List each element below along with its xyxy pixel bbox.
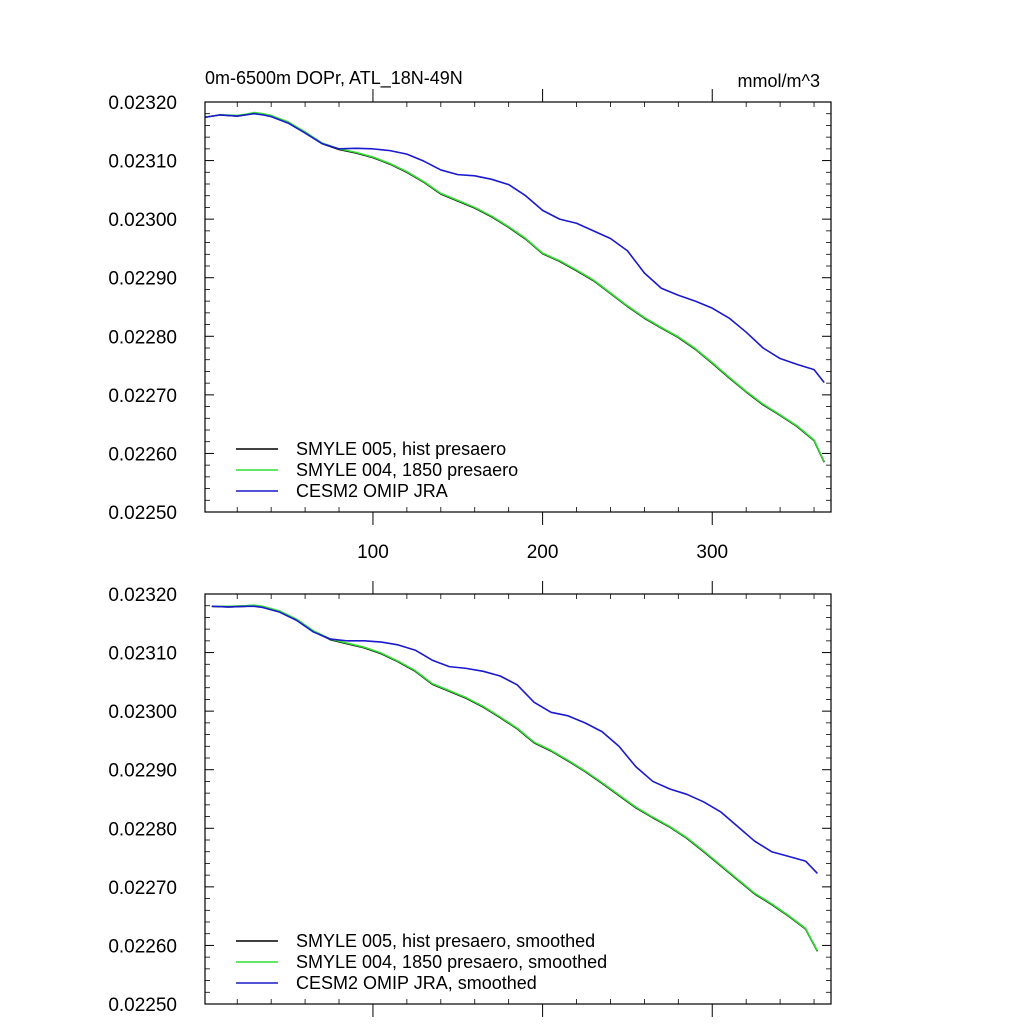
series-line-2 xyxy=(204,112,825,384)
legend-entry-1: SMYLE 004, 1850 presaero, smoothed xyxy=(296,952,607,972)
y-tick-label: 0.02270 xyxy=(108,878,177,899)
top-panel: 0m-6500m DOPr, ATL_18N-49N mmol/m^3 SMYL… xyxy=(108,68,832,563)
y-tick-label: 0.02290 xyxy=(108,761,177,782)
legend: SMYLE 005, hist presaero, smoothedSMYLE … xyxy=(236,931,607,993)
series-line-0 xyxy=(204,112,825,463)
x-tick-label: 100 xyxy=(357,542,389,563)
y-tick-label: 0.02280 xyxy=(108,327,177,348)
y-tick-label: 0.02320 xyxy=(108,93,177,114)
y-tick-label: 0.02310 xyxy=(108,152,177,173)
series-line-1 xyxy=(204,111,825,462)
plot-frame xyxy=(204,593,832,1005)
y-tick-label: 0.02290 xyxy=(108,269,177,290)
legend-entry-0: SMYLE 005, hist presaero, smoothed xyxy=(296,931,595,951)
y-tick-label: 0.02270 xyxy=(108,386,177,407)
series-line-1 xyxy=(211,604,819,952)
legend-entry-0: SMYLE 005, hist presaero xyxy=(296,439,506,459)
chart-title: 0m-6500m DOPr, ATL_18N-49N xyxy=(205,68,463,89)
y-tick-label: 0.02280 xyxy=(108,819,177,840)
y-tick-label: 0.02320 xyxy=(108,585,177,606)
plot-frame xyxy=(204,101,832,513)
axes: 0.02250 0.02260 0.02270 0.02280 0.02290 0.023… xyxy=(108,89,831,563)
y-tick-label: 0.02260 xyxy=(108,936,177,957)
series-line-2 xyxy=(211,605,819,874)
legend-entry-2: CESM2 OMIP JRA xyxy=(296,481,448,501)
bottom-panel: SMYLE 005, hist presaero, smoothedSMYLE … xyxy=(108,581,832,1017)
series-layer xyxy=(211,604,819,952)
y-tick-label: 0.02260 xyxy=(108,444,177,465)
x-tick-label: 200 xyxy=(527,542,559,563)
legend-entry-1: SMYLE 004, 1850 presaero xyxy=(296,460,518,480)
y-tick-label: 0.02250 xyxy=(108,995,177,1016)
axes: 0.02250 0.02260 0.02270 0.02280 0.02290 0.023… xyxy=(108,581,831,1017)
units-label: mmol/m^3 xyxy=(738,71,820,91)
legend-entry-2: CESM2 OMIP JRA, smoothed xyxy=(296,973,537,993)
series-line-0 xyxy=(211,604,819,952)
y-tick-label: 0.02310 xyxy=(108,644,177,665)
series-layer xyxy=(204,111,825,463)
x-tick-label: 300 xyxy=(696,542,728,563)
y-tick-label: 0.02300 xyxy=(108,210,177,231)
y-tick-label: 0.02250 xyxy=(108,503,177,524)
y-tick-label: 0.02300 xyxy=(108,702,177,723)
